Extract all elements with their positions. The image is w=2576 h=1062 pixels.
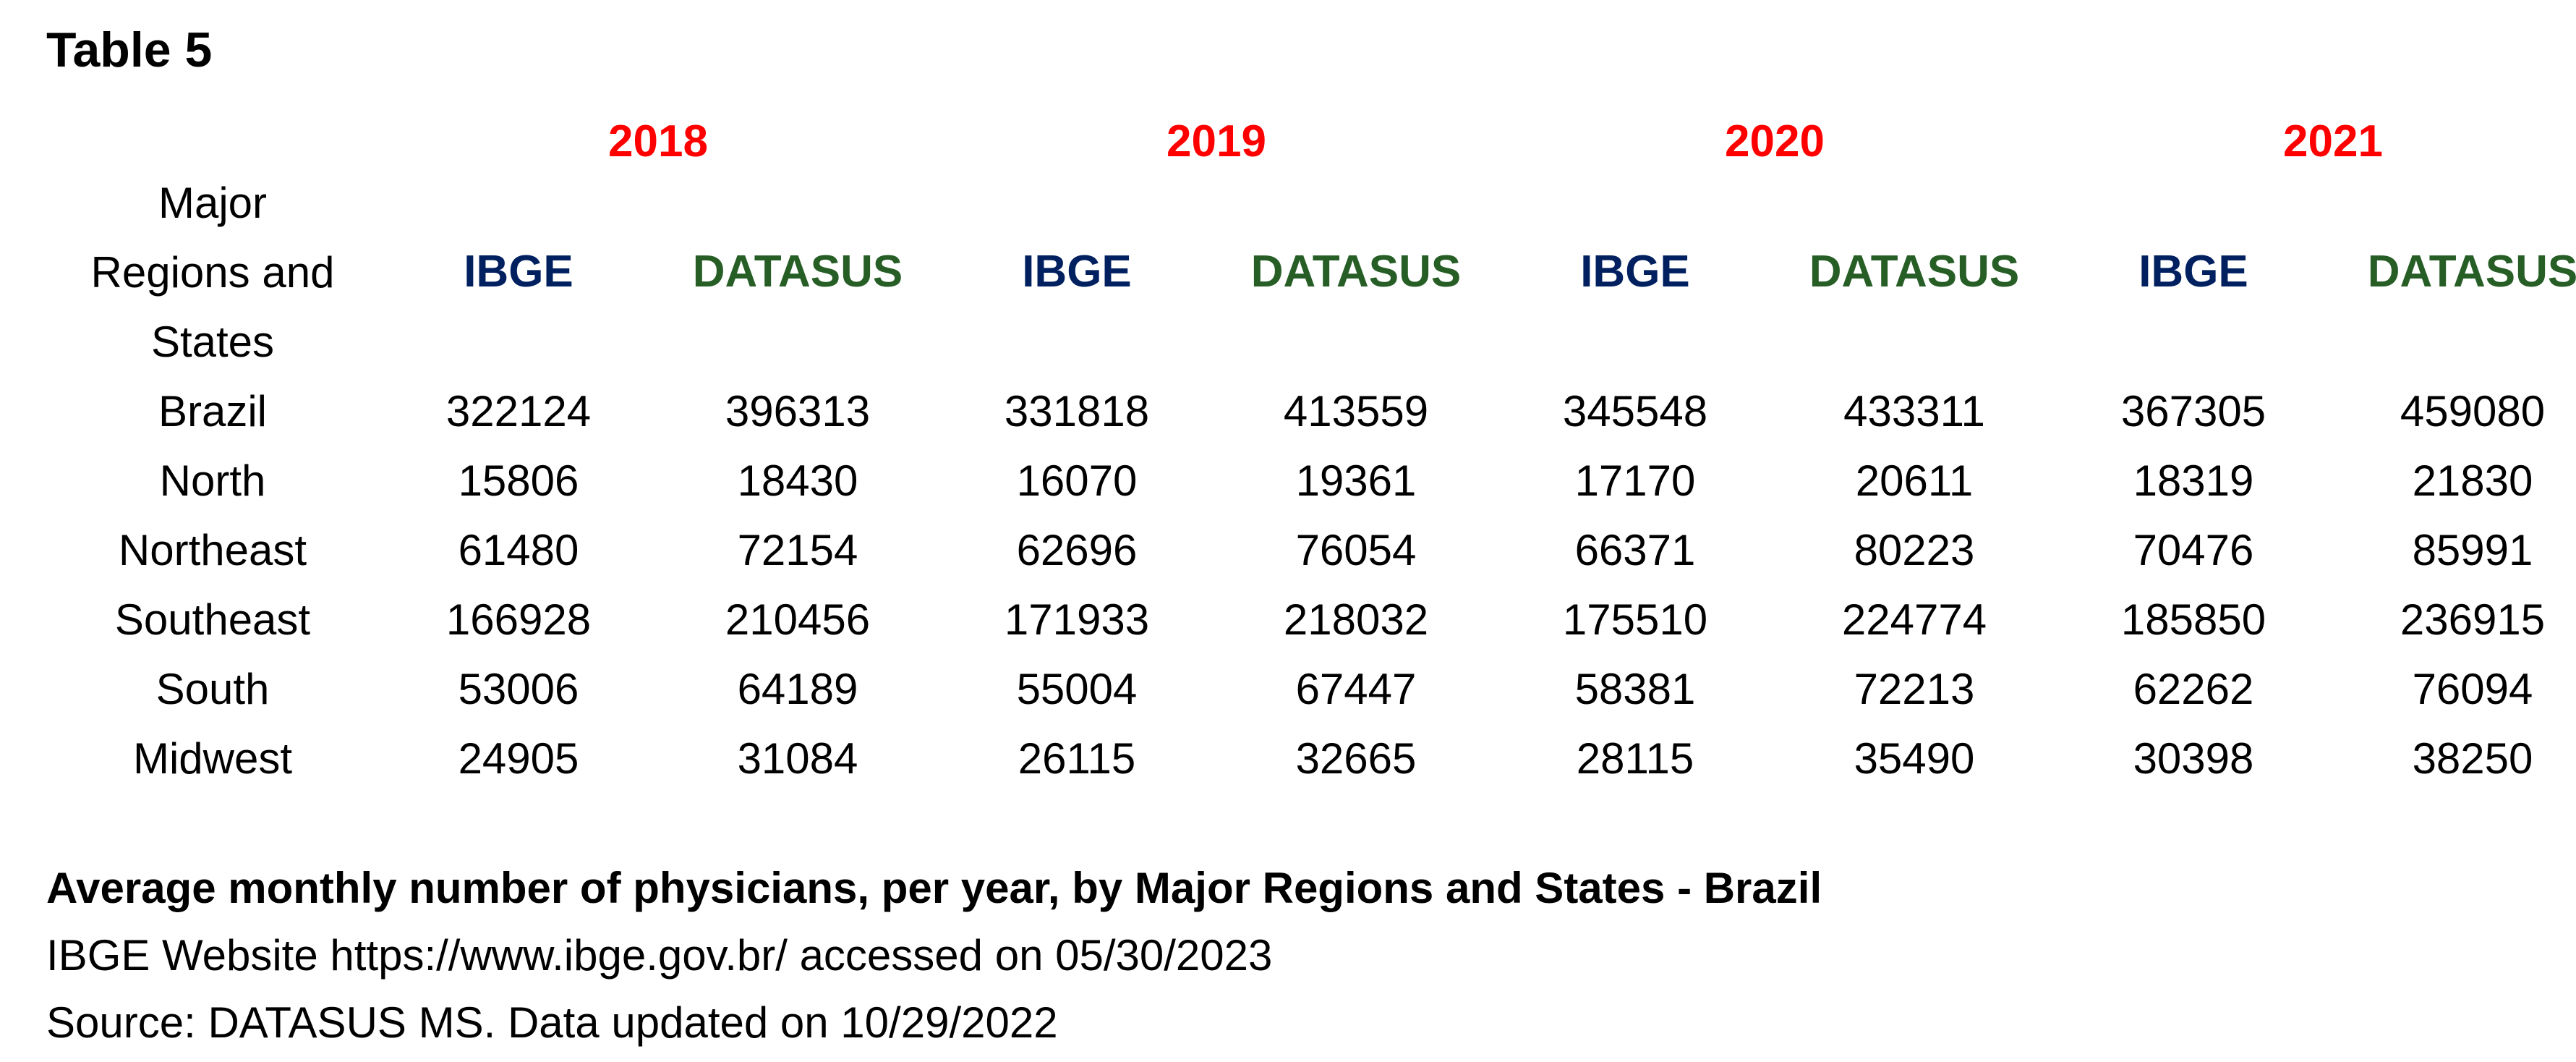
value-cell: 35490 <box>1854 734 1975 783</box>
value-cell: 55004 <box>1016 665 1138 714</box>
source-header-cell: IBGE <box>379 167 658 377</box>
caption-title: Average monthly number of physicians, pe… <box>46 863 1822 912</box>
value-cell: 218032 <box>1283 595 1429 645</box>
datasus-header-2018: DATASUS <box>692 247 903 297</box>
year-header-cell: 2018 <box>379 80 937 167</box>
value-cell: 21830 <box>2412 456 2533 506</box>
region-row-label: Midwest <box>132 734 293 783</box>
source-header-cell: DATASUS <box>2333 167 2576 377</box>
value-cell: 345548 <box>1562 387 1708 436</box>
region-row-label: Northeast <box>118 526 307 575</box>
year-header-2019: 2019 <box>1167 116 1266 166</box>
value-cell: 72213 <box>1854 665 1975 714</box>
value-cell: 67447 <box>1295 665 1417 714</box>
source-header-cell: DATASUS <box>658 167 937 377</box>
value-cell: 224774 <box>1841 595 1987 645</box>
value-cell: 433311 <box>1843 387 1985 436</box>
value-cell: 38250 <box>2412 734 2533 783</box>
row-header-cell: Major Regions and States <box>46 80 379 377</box>
value-cell: 16070 <box>1016 456 1138 506</box>
table-row-northeast: Northeast 61480 72154 62696 76054 66371 … <box>46 516 2576 585</box>
value-cell: 26115 <box>1018 734 1136 783</box>
value-cell: 80223 <box>1854 526 1975 575</box>
value-cell: 171933 <box>1004 595 1150 645</box>
physicians-table: Major Regions and States 2018 2019 2020 … <box>46 80 2576 794</box>
value-cell: 18430 <box>737 456 858 506</box>
caption-source-datasus: Source: DATASUS MS. Data updated on 10/2… <box>46 998 1058 1047</box>
value-cell: 210456 <box>725 595 871 645</box>
row-header-line: Regions and <box>90 247 335 297</box>
value-cell: 31084 <box>737 734 858 783</box>
value-cell: 17170 <box>1574 456 1696 506</box>
value-cell: 70476 <box>2133 526 2254 575</box>
row-header-line: States <box>150 317 275 366</box>
year-header-2020: 2020 <box>1725 116 1825 166</box>
value-cell: 30398 <box>2133 734 2254 783</box>
year-header-cell: 2021 <box>2054 80 2576 167</box>
row-header-block: Major Regions and States <box>46 169 379 377</box>
source-header-cell: IBGE <box>1496 167 1775 377</box>
value-cell: 61480 <box>458 526 579 575</box>
datasus-header-2019: DATASUS <box>1250 247 1462 297</box>
table-caption: Average monthly number of physicians, pe… <box>46 854 2576 1056</box>
region-row-label: Brazil <box>158 387 268 436</box>
value-cell: 236915 <box>2400 595 2546 645</box>
value-cell: 24905 <box>458 734 579 783</box>
year-header-cell: 2020 <box>1496 80 2054 167</box>
datasus-header-2020: DATASUS <box>1809 247 2020 297</box>
value-cell: 20611 <box>1855 456 1974 506</box>
value-cell: 76054 <box>1295 526 1417 575</box>
value-cell: 322124 <box>445 387 592 436</box>
value-cell: 76094 <box>2412 665 2533 714</box>
value-cell: 413559 <box>1283 387 1429 436</box>
ibge-header-2020: IBGE <box>1580 247 1690 297</box>
year-header-row: Major Regions and States 2018 2019 2020 … <box>46 80 2576 366</box>
value-cell: 64189 <box>737 665 858 714</box>
ibge-header-2018: IBGE <box>464 247 573 297</box>
source-header-cell: IBGE <box>937 167 1216 377</box>
value-cell: 185850 <box>2120 595 2266 645</box>
table-row-midwest: Midwest 24905 31084 26115 32665 28115 35… <box>46 724 2576 794</box>
year-header-cell: 2019 <box>937 80 1496 167</box>
caption-source-ibge: IBGE Website https://www.ibge.gov.br/ ac… <box>46 930 1273 980</box>
table-row-brazil: Brazil 322124 396313 331818 413559 34554… <box>46 377 2576 446</box>
source-header-cell: IBGE <box>2054 167 2333 377</box>
value-cell: 15806 <box>458 456 579 506</box>
value-cell: 175510 <box>1562 595 1708 645</box>
region-row-label: South <box>155 665 270 714</box>
value-cell: 28115 <box>1576 734 1694 783</box>
value-cell: 72154 <box>737 526 858 575</box>
table-title: Table 5 <box>46 22 213 77</box>
region-row-label: North <box>159 456 266 506</box>
ibge-header-2019: IBGE <box>1022 247 1132 297</box>
year-header-2021: 2021 <box>2283 116 2383 166</box>
value-cell: 53006 <box>458 665 579 714</box>
value-cell: 459080 <box>2400 387 2546 436</box>
value-cell: 331818 <box>1004 387 1150 436</box>
datasus-header-2021: DATASUS <box>2367 247 2576 297</box>
value-cell: 166928 <box>445 595 592 645</box>
value-cell: 62262 <box>2133 665 2254 714</box>
value-cell: 18319 <box>2133 456 2254 506</box>
value-cell: 32665 <box>1295 734 1417 783</box>
value-cell: 85991 <box>2412 526 2533 575</box>
value-cell: 367305 <box>2120 387 2266 436</box>
source-header-cell: DATASUS <box>1775 167 2054 377</box>
source-header-cell: DATASUS <box>1216 167 1496 377</box>
row-header-line: Major <box>158 178 268 227</box>
value-cell: 58381 <box>1574 665 1696 714</box>
ibge-header-2021: IBGE <box>2138 247 2248 297</box>
value-cell: 66371 <box>1574 526 1696 575</box>
value-cell: 62696 <box>1016 526 1138 575</box>
region-row-label: Southeast <box>114 595 311 645</box>
year-header-2018: 2018 <box>608 116 708 166</box>
value-cell: 19361 <box>1295 456 1417 506</box>
table-row-north: North 15806 18430 16070 19361 17170 2061… <box>46 446 2576 516</box>
value-cell: 396313 <box>725 387 871 436</box>
source-header-row: IBGE DATASUS IBGE DATASUS IBGE DATASUS I… <box>46 167 2576 377</box>
table-row-southeast: Southeast 166928 210456 171933 218032 17… <box>46 585 2576 655</box>
table-row-south: South 53006 64189 55004 67447 58381 7221… <box>46 655 2576 724</box>
